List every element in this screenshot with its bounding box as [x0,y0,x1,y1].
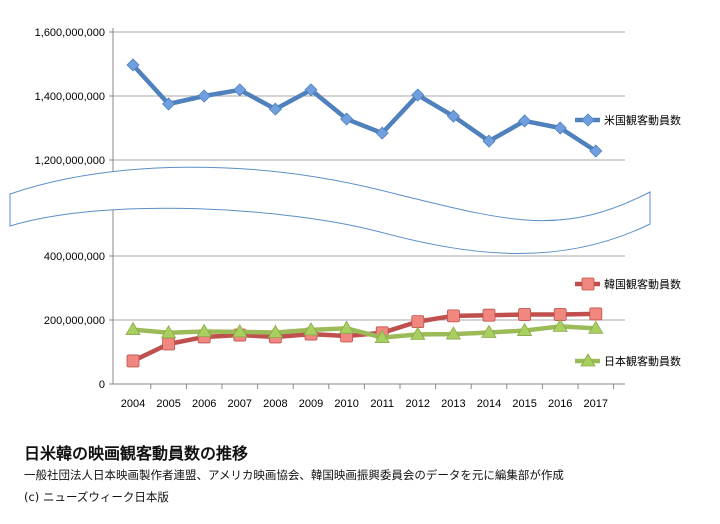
data-point [374,329,390,344]
data-point [553,121,567,135]
x-tick-label: 2012 [406,398,430,410]
data-point [338,320,355,334]
series-line [132,324,596,340]
x-tick-label: 2007 [228,398,252,410]
y-tick-label: 200,000,000 [44,315,105,327]
chart-credit: (c) ニューズウィーク日本版 [24,490,169,504]
data-point [518,114,532,128]
data-point [162,97,176,111]
data-point [580,353,596,367]
data-point [446,109,460,123]
data-point [482,308,496,322]
data-point [303,322,319,336]
data-point [410,326,426,340]
chart-title: 日米韓の映画観客動員数の推移 [24,444,249,463]
data-point [589,144,603,158]
x-tick-label: 2017 [584,398,608,410]
data-point [375,126,389,140]
data-point [267,324,284,338]
data-point [160,325,177,339]
data-point [411,315,425,329]
y-tick-label: 1,600,000,000 [35,27,105,39]
series-1 [126,307,603,368]
x-tick-label: 2004 [121,398,145,410]
data-point [340,112,354,126]
y-tick-label: 400,000,000 [44,251,105,263]
data-point [126,58,140,72]
series-0 [126,58,603,158]
data-point [126,354,140,368]
data-point [446,309,460,323]
data-point [481,324,497,338]
x-tick-label: 2011 [370,398,394,410]
data-point [162,337,176,351]
x-tick-label: 2005 [156,398,180,410]
x-tick-label: 2006 [192,398,216,410]
axis-break-wave [9,166,651,254]
data-point [581,277,595,291]
y-tick-label: 0 [99,379,105,391]
data-point [233,83,247,97]
data-point [516,322,533,336]
data-point [196,323,212,337]
data-point [304,83,318,97]
x-tick-label: 2013 [441,398,465,410]
series-2 [125,318,604,344]
series-line [131,63,598,153]
legend-label: 米国観客動員数 [604,113,681,127]
x-tick-label: 2015 [512,398,536,410]
x-tick-label: 2008 [263,398,287,410]
x-tick-label: 2016 [548,398,572,410]
data-point [268,102,282,116]
legend-label: 日本観客動員数 [604,354,681,368]
data-point [482,134,496,148]
x-tick-label: 2014 [477,398,501,410]
data-point [411,88,425,102]
data-point [232,324,248,338]
x-tick-label: 2010 [334,398,358,410]
data-point [197,89,211,103]
chart-subtitle: 一般社団法人日本映画製作者連盟、アメリカ映画協会、韓国映画振興委員会のデータを元… [24,468,564,482]
data-point [125,321,141,336]
data-point [518,308,531,321]
y-tick-label: 1,200,000,000 [35,155,105,167]
data-point [445,326,462,340]
data-point [588,320,604,334]
line-chart: 0 200,000,000 400,000,000 1,200,000,000 1,40… [9,27,681,410]
data-point [589,307,603,321]
x-tick-label: 2009 [299,398,323,410]
legend-label: 韓国観客動員数 [604,277,681,291]
y-tick-label: 1,400,000,000 [35,91,105,103]
data-point [581,113,595,127]
data-point [552,318,568,332]
